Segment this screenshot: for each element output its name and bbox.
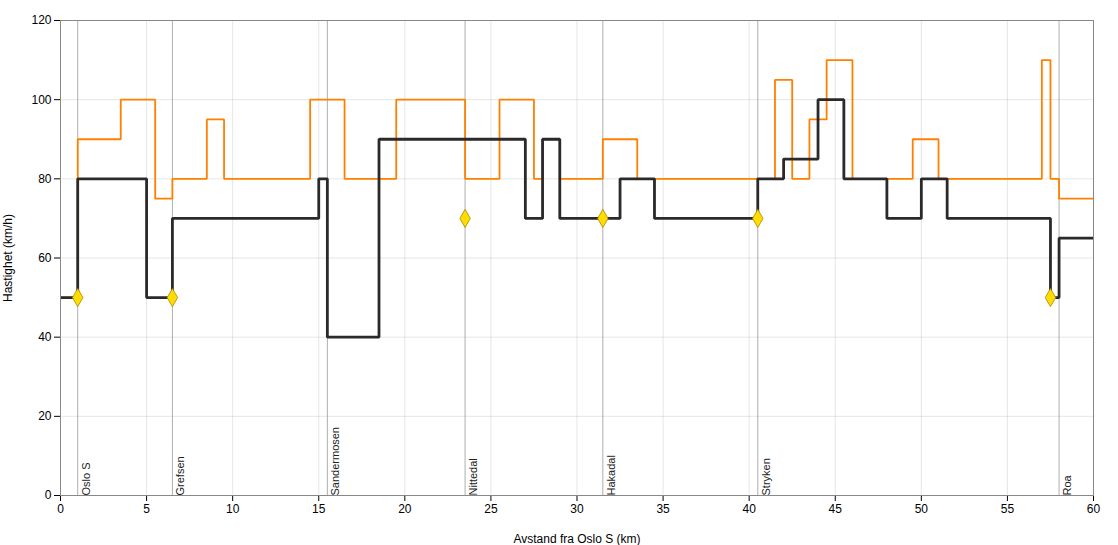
svg-text:5: 5 (143, 502, 150, 516)
svg-text:25: 25 (484, 502, 498, 516)
svg-text:0: 0 (57, 502, 64, 516)
svg-text:Roa: Roa (1061, 474, 1073, 495)
svg-text:Nittedal: Nittedal (467, 458, 479, 495)
svg-text:60: 60 (1087, 502, 1101, 516)
svg-text:30: 30 (570, 502, 584, 516)
svg-text:Oslo S: Oslo S (80, 462, 92, 495)
svg-text:45: 45 (829, 502, 843, 516)
svg-text:Hastighet (km/h): Hastighet (km/h) (1, 214, 15, 302)
svg-text:50: 50 (915, 502, 929, 516)
svg-text:55: 55 (1001, 502, 1015, 516)
svg-text:0: 0 (45, 488, 52, 502)
svg-text:15: 15 (312, 502, 326, 516)
svg-text:Hakadal: Hakadal (605, 455, 617, 495)
svg-text:40: 40 (742, 502, 756, 516)
svg-text:120: 120 (31, 13, 51, 27)
svg-text:Grefsen: Grefsen (174, 456, 186, 495)
svg-text:80: 80 (38, 172, 52, 186)
svg-text:40: 40 (38, 330, 52, 344)
svg-text:20: 20 (398, 502, 412, 516)
svg-text:100: 100 (31, 93, 51, 107)
svg-text:Sandermosen: Sandermosen (329, 427, 341, 496)
svg-text:10: 10 (226, 502, 240, 516)
svg-text:35: 35 (656, 502, 670, 516)
svg-text:60: 60 (38, 251, 52, 265)
svg-text:Avstand fra Oslo S (km): Avstand fra Oslo S (km) (513, 532, 640, 545)
svg-text:Stryken: Stryken (760, 458, 772, 495)
svg-text:20: 20 (38, 409, 52, 423)
